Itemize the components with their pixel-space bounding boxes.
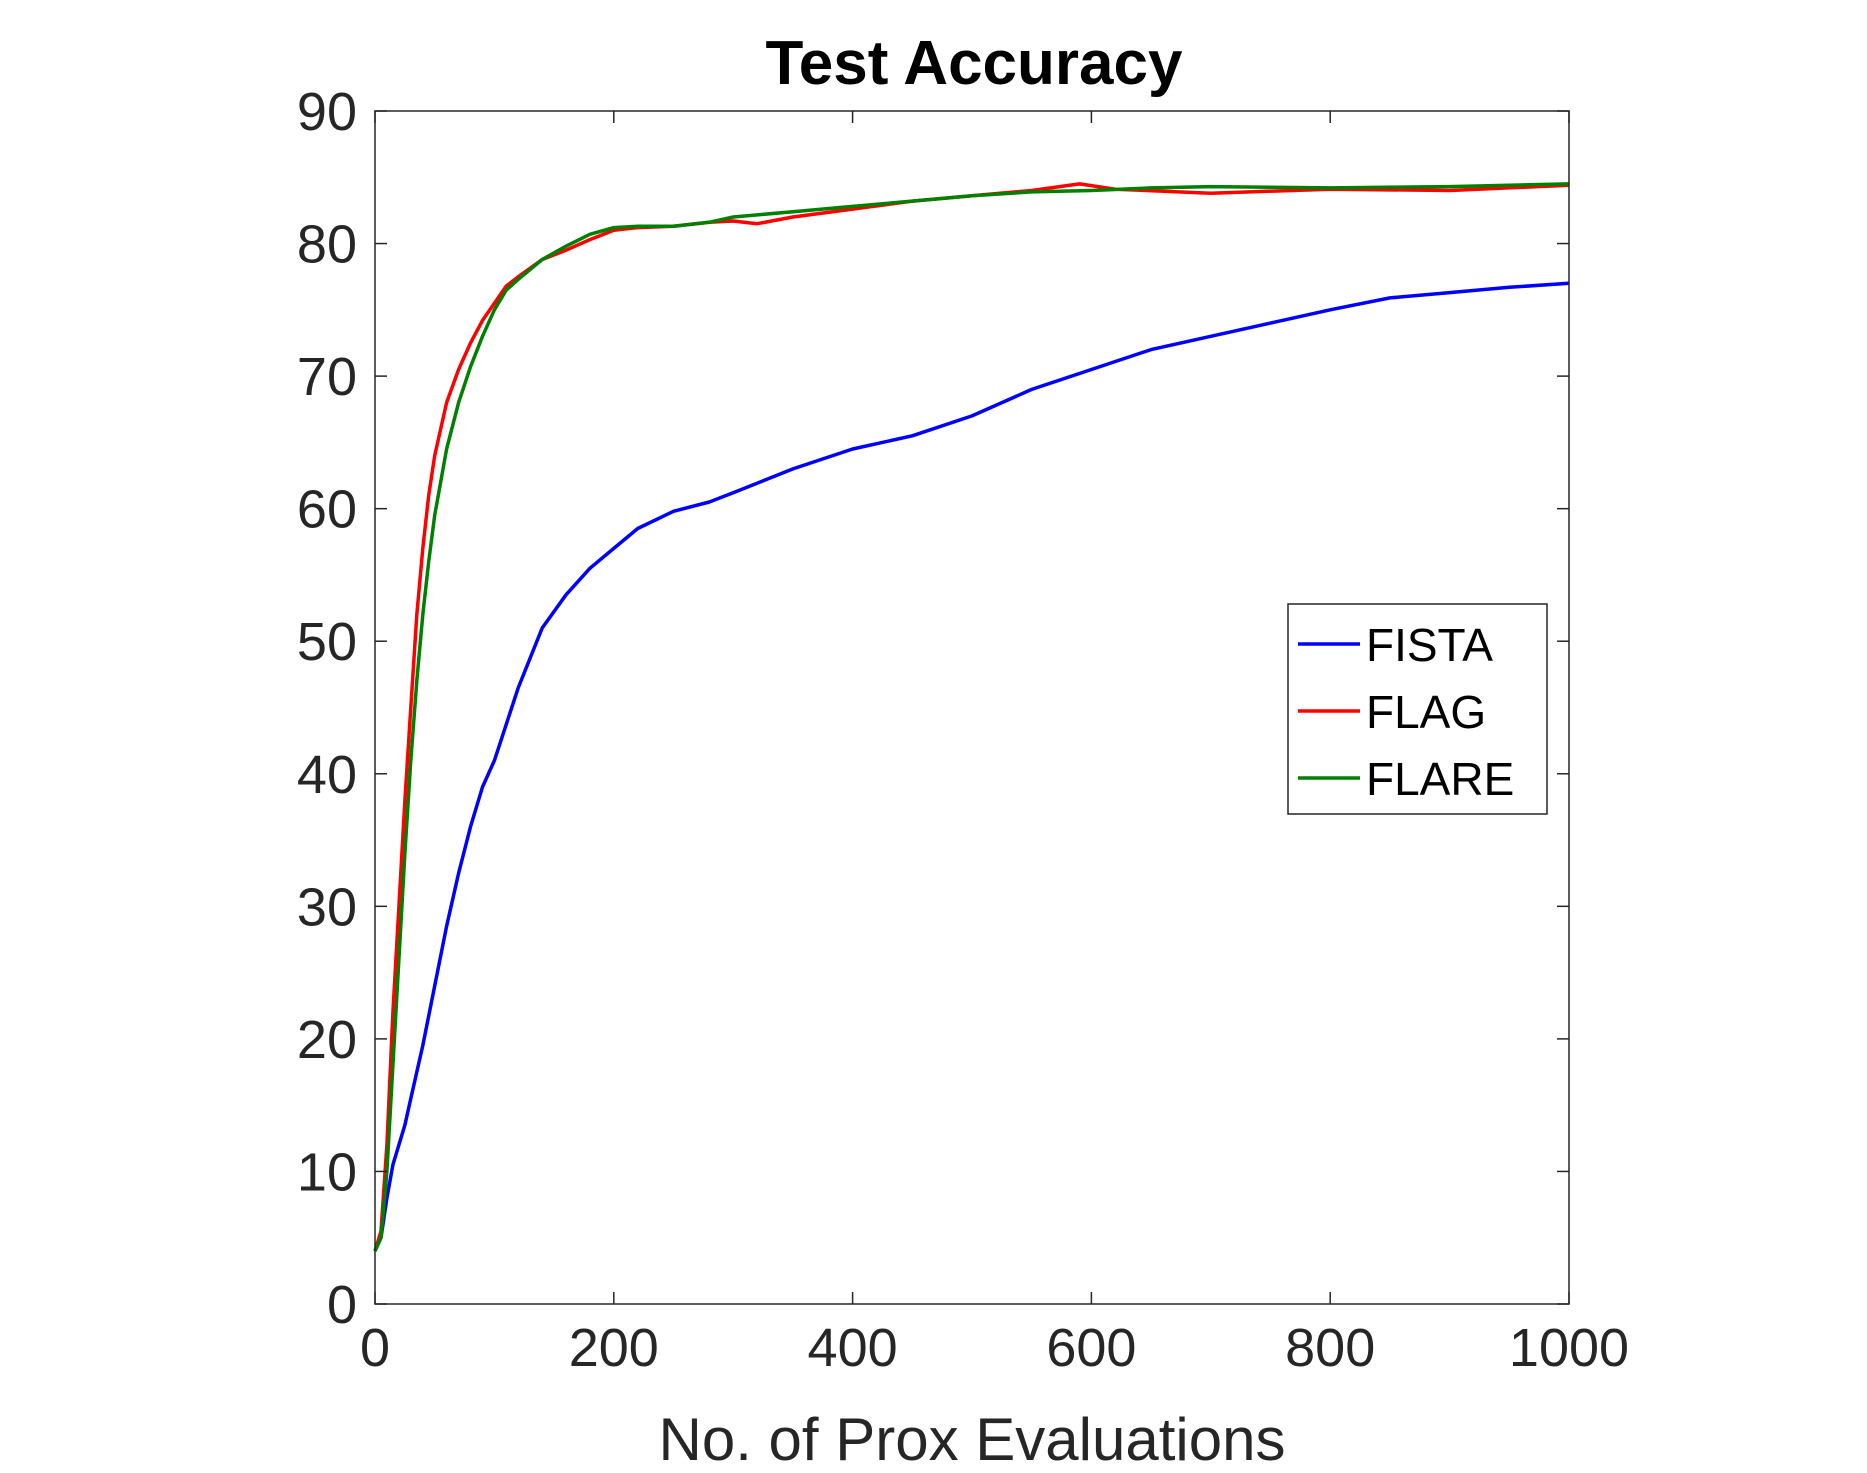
y-tick-label: 0 [327,1275,357,1335]
chart-title: Test Accuracy [766,29,1184,98]
plot-frame [374,110,1570,1305]
x-tick-label: 600 [1046,1318,1136,1378]
legend-label-flare: FLARE [1366,753,1514,805]
x-tick-label: 400 [808,1318,898,1378]
y-tick-label: 30 [297,877,357,937]
y-tick-label: 10 [297,1142,357,1202]
x-axis-ticks: 0 200 400 600 800 1000 [360,111,1629,1378]
x-tick-label: 1000 [1509,1318,1629,1378]
x-tick-label: 800 [1285,1318,1375,1378]
y-tick-label: 80 [297,215,357,275]
series-line-flare [373,182,1570,1252]
y-tick-label: 90 [297,82,357,142]
legend-label-fista: FISTA [1366,619,1493,671]
y-tick-label: 40 [297,745,357,805]
y-tick-label: 20 [297,1010,357,1070]
y-tick-label: 60 [297,480,357,540]
x-tick-label: 200 [569,1318,659,1378]
series-line-fista [373,281,1570,1252]
y-tick-label: 70 [297,347,357,407]
x-axis-title: No. of Prox Evaluations [659,1406,1286,1473]
legend: FISTA FLAG FLARE [1287,603,1548,815]
y-tick-label: 50 [297,612,357,672]
x-tick-label: 0 [360,1318,390,1378]
series-layer [373,182,1570,1252]
y-axis-ticks: 0 10 20 30 40 50 60 70 80 90 [297,82,1569,1335]
legend-label-flag: FLAG [1366,686,1486,738]
